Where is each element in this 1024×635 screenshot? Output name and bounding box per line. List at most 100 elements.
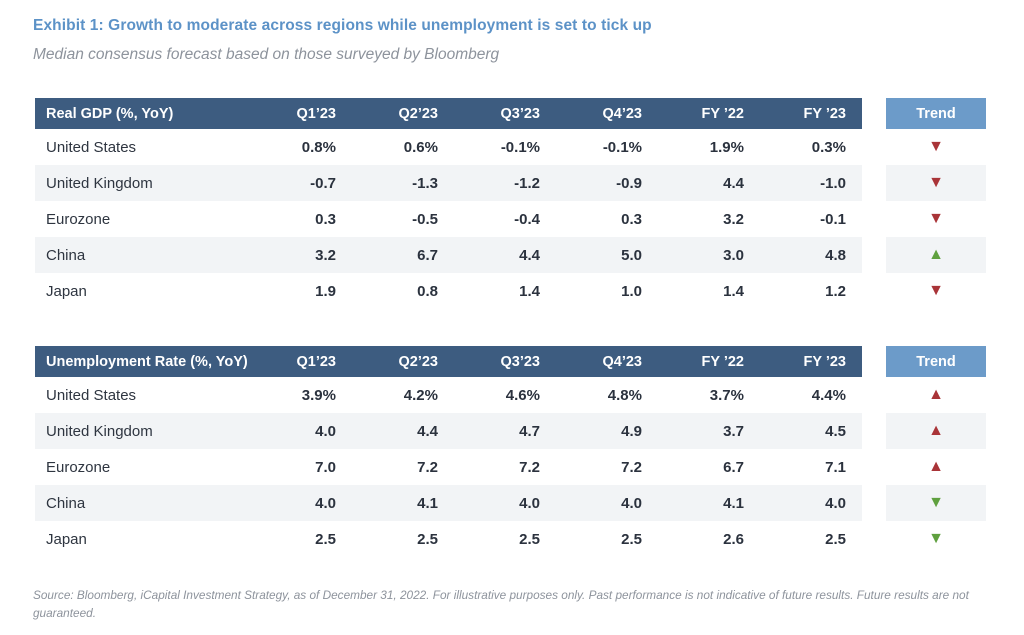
value-cell: 2.5	[621, 530, 642, 548]
table-row: Eurozone 7.0 7.2 7.2 7.2 6.7 7.1	[35, 449, 862, 485]
value-cell: 3.7	[658, 413, 760, 449]
region-cell: Eurozone	[46, 210, 111, 228]
value-cell: 7.2	[621, 458, 642, 476]
trend-column-header: Trend	[886, 346, 986, 377]
value-cell: 4.9	[556, 413, 658, 449]
value-cell: -1.2	[454, 165, 556, 201]
region-cell: Japan	[46, 282, 87, 300]
value-cell: 1.0	[621, 282, 642, 300]
trend-up-icon: ▲	[928, 386, 944, 403]
value-cell: 7.0	[315, 458, 336, 476]
region-cell: United States	[46, 386, 137, 404]
value-cell: 3.0	[658, 237, 760, 273]
value-cell: 2.5	[825, 530, 846, 548]
value-cell: 4.0	[250, 485, 352, 521]
value-cell: 6.7	[352, 237, 454, 273]
table-row: United Kingdom 4.0 4.4 4.7 4.9 3.7 4.5	[35, 413, 862, 449]
value-cell: -0.5	[412, 210, 438, 228]
trend-cell: ▲	[886, 413, 986, 449]
value-cell: 4.1	[658, 485, 760, 521]
value-cell: -0.1	[820, 210, 846, 228]
value-cell: -0.1%	[500, 138, 540, 156]
trend-down-icon: ▼	[928, 210, 944, 227]
value-cell: 7.2	[417, 458, 438, 476]
value-cell: 1.2	[825, 282, 846, 300]
value-cell: -0.1%	[602, 138, 642, 156]
column-header-q4: Q4’23	[556, 98, 658, 129]
column-header-fy22: FY ’22	[658, 98, 760, 129]
table-row: United States 3.9% 4.2% 4.6% 4.8% 3.7% 4…	[35, 377, 862, 413]
table-row: Japan 1.9 0.8 1.4 1.0 1.4 1.2	[35, 273, 862, 309]
region-cell: China	[35, 237, 250, 273]
page-title: Exhibit 1: Growth to moderate across reg…	[33, 17, 652, 34]
gdp-table-title: Real GDP (%, YoY)	[35, 98, 250, 129]
table-row: Eurozone 0.3 -0.5 -0.4 0.3 3.2 -0.1	[35, 201, 862, 237]
table-row: China 4.0 4.1 4.0 4.0 4.1 4.0	[35, 485, 862, 521]
value-cell: 0.3%	[811, 138, 846, 156]
unemployment-table-block: Unemployment Rate (%, YoY) Q1’23 Q2’23 Q…	[35, 346, 986, 557]
value-cell: 1.4	[519, 282, 540, 300]
value-cell: -0.7	[250, 165, 352, 201]
value-cell: 2.6	[723, 530, 744, 548]
value-cell: 0.8%	[301, 138, 336, 156]
region-cell: China	[35, 485, 250, 521]
trend-cell: ▲	[886, 377, 986, 413]
column-header-fy23: FY ’23	[760, 346, 862, 377]
table-row: United Kingdom -0.7 -1.3 -1.2 -0.9 4.4 -…	[35, 165, 862, 201]
value-cell: -1.3	[352, 165, 454, 201]
value-cell: 4.0	[250, 413, 352, 449]
trend-down-icon: ▼	[928, 174, 944, 191]
column-header-q4: Q4’23	[556, 346, 658, 377]
exhibit-figure: Exhibit 1: Growth to moderate across reg…	[33, 17, 986, 620]
trend-up-icon: ▲	[928, 458, 944, 475]
value-cell: -0.9	[556, 165, 658, 201]
value-cell: -0.4	[514, 210, 540, 228]
region-cell: United States	[46, 138, 137, 156]
tables-area: Real GDP (%, YoY) Q1’23 Q2’23 Q3’23 Q4’2…	[35, 98, 986, 557]
column-header-q1: Q1’23	[250, 98, 352, 129]
value-cell: 7.2	[519, 458, 540, 476]
value-cell: 4.5	[760, 413, 862, 449]
trend-down-icon: ▼	[928, 530, 944, 547]
value-cell: 4.8	[760, 237, 862, 273]
trend-down-icon: ▼	[928, 494, 944, 511]
trend-cell: ▼	[886, 129, 986, 165]
region-cell: United Kingdom	[35, 165, 250, 201]
source-note: Source: Bloomberg, iCapital Investment S…	[33, 588, 969, 620]
column-header-q3: Q3’23	[454, 346, 556, 377]
trend-cell: ▲	[886, 237, 986, 273]
gdp-table: Real GDP (%, YoY) Q1’23 Q2’23 Q3’23 Q4’2…	[35, 98, 862, 309]
value-cell: 4.0	[556, 485, 658, 521]
value-cell: 0.8	[417, 282, 438, 300]
value-cell: 3.9%	[301, 386, 336, 404]
value-cell: 4.0	[760, 485, 862, 521]
trend-up-icon: ▲	[928, 246, 944, 263]
value-cell: 4.8%	[607, 386, 642, 404]
trend-cell: ▼	[886, 165, 986, 201]
gdp-header-row: Real GDP (%, YoY) Q1’23 Q2’23 Q3’23 Q4’2…	[35, 98, 862, 129]
gdp-trend-column: Trend ▼ ▼ ▼ ▲ ▼	[886, 98, 986, 309]
unemployment-table: Unemployment Rate (%, YoY) Q1’23 Q2’23 Q…	[35, 346, 862, 557]
value-cell: 4.2%	[403, 386, 438, 404]
column-header-q2: Q2’23	[352, 346, 454, 377]
page-subtitle: Median consensus forecast based on those…	[33, 46, 500, 63]
column-header-fy22: FY ’22	[658, 346, 760, 377]
value-cell: 0.3	[621, 210, 642, 228]
value-cell: 4.4%	[811, 386, 846, 404]
unemployment-table-title: Unemployment Rate (%, YoY)	[35, 346, 250, 377]
column-header-q2: Q2’23	[352, 98, 454, 129]
unemployment-trend-column: Trend ▲ ▲ ▲ ▼ ▼	[886, 346, 986, 557]
trend-cell: ▲	[886, 449, 986, 485]
column-header-q1: Q1’23	[250, 346, 352, 377]
value-cell: 6.7	[723, 458, 744, 476]
value-cell: 4.6%	[505, 386, 540, 404]
region-cell: Eurozone	[46, 458, 111, 476]
gdp-table-block: Real GDP (%, YoY) Q1’23 Q2’23 Q3’23 Q4’2…	[35, 98, 986, 309]
table-row: Japan 2.5 2.5 2.5 2.5 2.6 2.5	[35, 521, 862, 557]
value-cell: 4.4	[352, 413, 454, 449]
value-cell: 0.6%	[403, 138, 438, 156]
trend-column-header: Trend	[886, 98, 986, 129]
value-cell: -1.0	[760, 165, 862, 201]
trend-cell: ▼	[886, 201, 986, 237]
value-cell: 4.1	[352, 485, 454, 521]
